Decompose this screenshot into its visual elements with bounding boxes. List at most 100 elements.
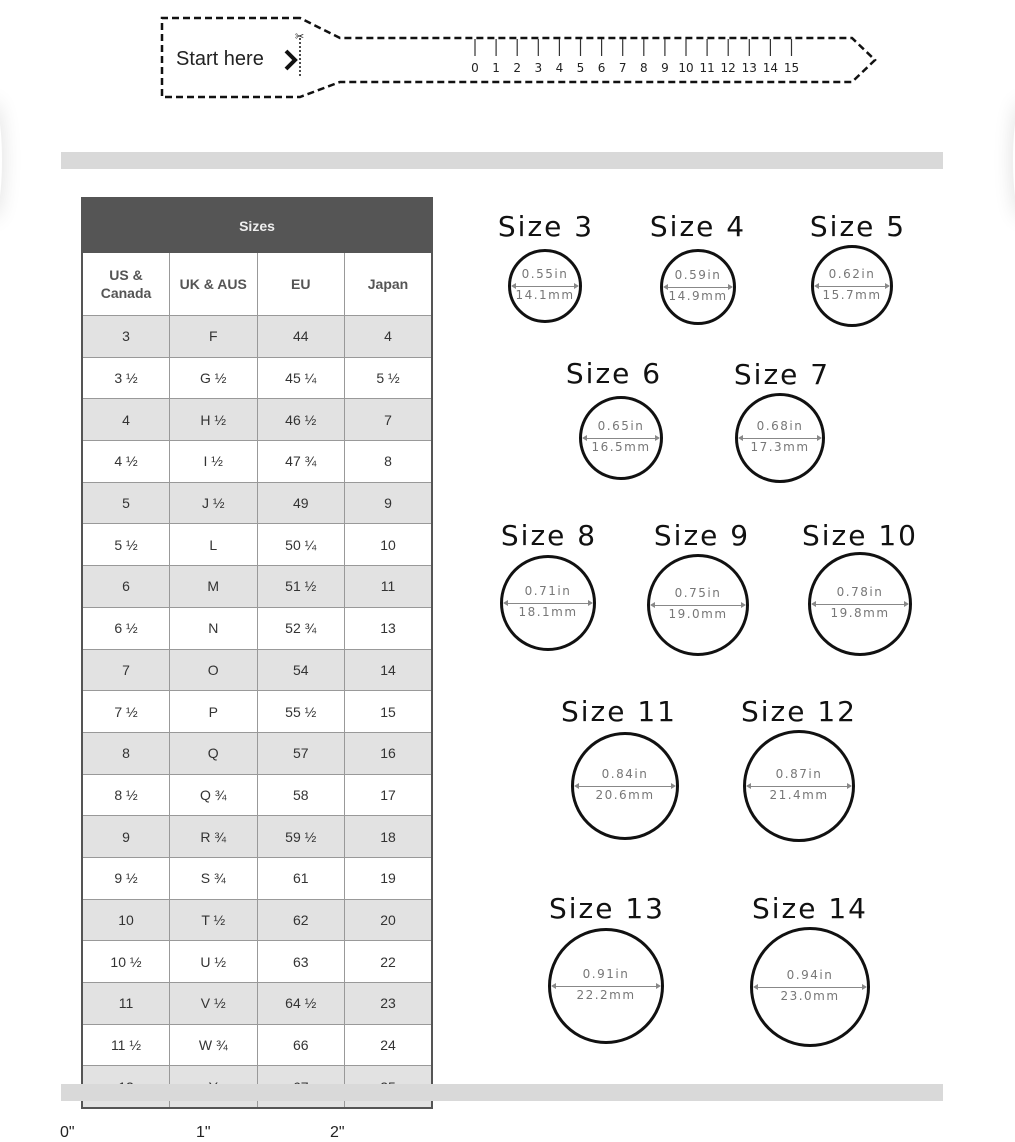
ring-circle: 0.68in 17.3mm [735, 393, 825, 483]
ring-diameter-inches: 0.65in [597, 419, 645, 433]
ring-circle: 0.75in 19.0mm [647, 554, 749, 656]
table-cell: 3 [81, 315, 170, 358]
table-row: 6 ½ N 52 ¾ 13 [81, 606, 433, 650]
ring-diameter-mm: 20.6mm [595, 788, 655, 802]
ring-circle: 0.91in 22.2mm [548, 928, 664, 1044]
diameter-arrow-icon [582, 435, 660, 441]
ring-circle: 0.55in 14.1mm [508, 249, 582, 323]
inch-mark: 1" [196, 1124, 211, 1141]
table-cell: 55 ½ [256, 690, 345, 733]
table-cell: F [169, 315, 258, 358]
ring-circle: 0.62in 15.7mm [811, 245, 893, 327]
table-cell: W ¾ [169, 1023, 258, 1067]
diameter-arrow-icon [738, 435, 822, 441]
table-cell: P [169, 690, 258, 733]
table-cell: 49 [256, 481, 345, 525]
table-cell: 8 [344, 440, 433, 483]
ring-diameter-inches: 0.55in [521, 267, 569, 281]
table-cell: 6 [81, 565, 170, 608]
ring-size-label: Size 11 [560, 695, 678, 728]
ruler-tick-label: 5 [577, 61, 585, 75]
table-cell: 58 [256, 773, 345, 817]
table-cell: 47 ¾ [256, 440, 345, 483]
divider-bar [61, 1084, 943, 1101]
table-cell: T ½ [169, 898, 258, 942]
table-cell: I ½ [169, 440, 258, 483]
ring-diameter-inches: 0.71in [524, 584, 572, 598]
diameter-arrow-icon [574, 783, 676, 789]
table-cell: 24 [344, 1023, 433, 1067]
start-here-label: Start here [176, 48, 264, 70]
table-cell: J ½ [169, 481, 258, 525]
table-cell: 9 ½ [81, 856, 170, 900]
diameter-arrow-icon [753, 984, 867, 990]
diameter-arrow-icon [746, 783, 852, 789]
ring-size-label: Size 8 [500, 519, 598, 552]
table-cell: 66 [256, 1023, 345, 1067]
table-cell: 46 ½ [256, 398, 345, 442]
table-cell: S ¾ [169, 856, 258, 900]
ruler-tick-label: 12 [721, 61, 736, 75]
table-cell: 59 ½ [256, 815, 345, 858]
ring-diameter-mm: 19.0mm [668, 607, 728, 621]
table-title: Sizes [81, 197, 433, 253]
ring-diameter-mm: 17.3mm [750, 440, 810, 454]
table-cell: 63 [256, 940, 345, 983]
ring-circle: 0.84in 20.6mm [571, 732, 679, 840]
ruler-tick-label: 3 [534, 61, 542, 75]
table-cell: 44 [256, 315, 345, 358]
table-cell: 54 [256, 648, 345, 692]
table-cell: M [169, 565, 258, 608]
diameter-arrow-icon [511, 283, 579, 289]
table-row: 7 O 54 14 [81, 648, 433, 692]
table-cell: 10 [344, 523, 433, 567]
table-cell: 57 [256, 731, 345, 775]
table-cell: 61 [256, 856, 345, 900]
table-cell: 4 ½ [81, 440, 170, 483]
table-cell: 5 ½ [81, 523, 170, 567]
header-uk-aus: UK & AUS [169, 252, 258, 316]
table-cell: 23 [344, 982, 433, 1025]
ruler-tick-label: 0 [471, 61, 479, 75]
table-cell: 15 [344, 690, 433, 733]
ring-size-label: Size 13 [548, 892, 666, 925]
ring-diameter-mm: 21.4mm [769, 788, 829, 802]
table-cell: H ½ [169, 398, 258, 442]
ring-size-label: Size 6 [565, 357, 663, 390]
ring-diameter-inches: 0.94in [786, 968, 834, 982]
table-cell: 11 [81, 982, 170, 1025]
table-cell: 13 [344, 606, 433, 650]
ring-size-label: Size 10 [801, 519, 919, 552]
ring-size-label: Size 4 [649, 210, 747, 243]
table-cell: 9 [344, 481, 433, 525]
table-cell: R ¾ [169, 815, 258, 858]
ruler-tick-label: 11 [699, 61, 714, 75]
ring-size-label: Size 7 [733, 358, 831, 391]
header-japan: Japan [344, 252, 433, 316]
ring-size-label: Size 9 [653, 519, 751, 552]
table-cell: 51 ½ [256, 565, 345, 608]
table-row: 6 M 51 ½ 11 [81, 565, 433, 608]
ring-diameter-mm: 23.0mm [780, 989, 840, 1003]
ring-diameter-mm: 16.5mm [591, 440, 651, 454]
table-cell: 7 ½ [81, 690, 170, 733]
ruler-tick-label: 8 [640, 61, 648, 75]
diameter-arrow-icon [811, 601, 909, 607]
ring-size-label: Size 12 [740, 695, 858, 728]
table-cell: G ½ [169, 356, 258, 400]
ring-diameter-mm: 15.7mm [822, 288, 882, 302]
ring-circle: 0.71in 18.1mm [500, 555, 596, 651]
table-row: 8 Q 57 16 [81, 731, 433, 775]
table-cell: 18 [344, 815, 433, 858]
table-row: 10 T ½ 62 20 [81, 898, 433, 942]
table-cell: O [169, 648, 258, 692]
ring-diameter-mm: 22.2mm [576, 988, 636, 1002]
inch-mark: 2" [330, 1124, 345, 1141]
table-cell: 10 [81, 898, 170, 942]
header-eu: EU [256, 252, 345, 316]
